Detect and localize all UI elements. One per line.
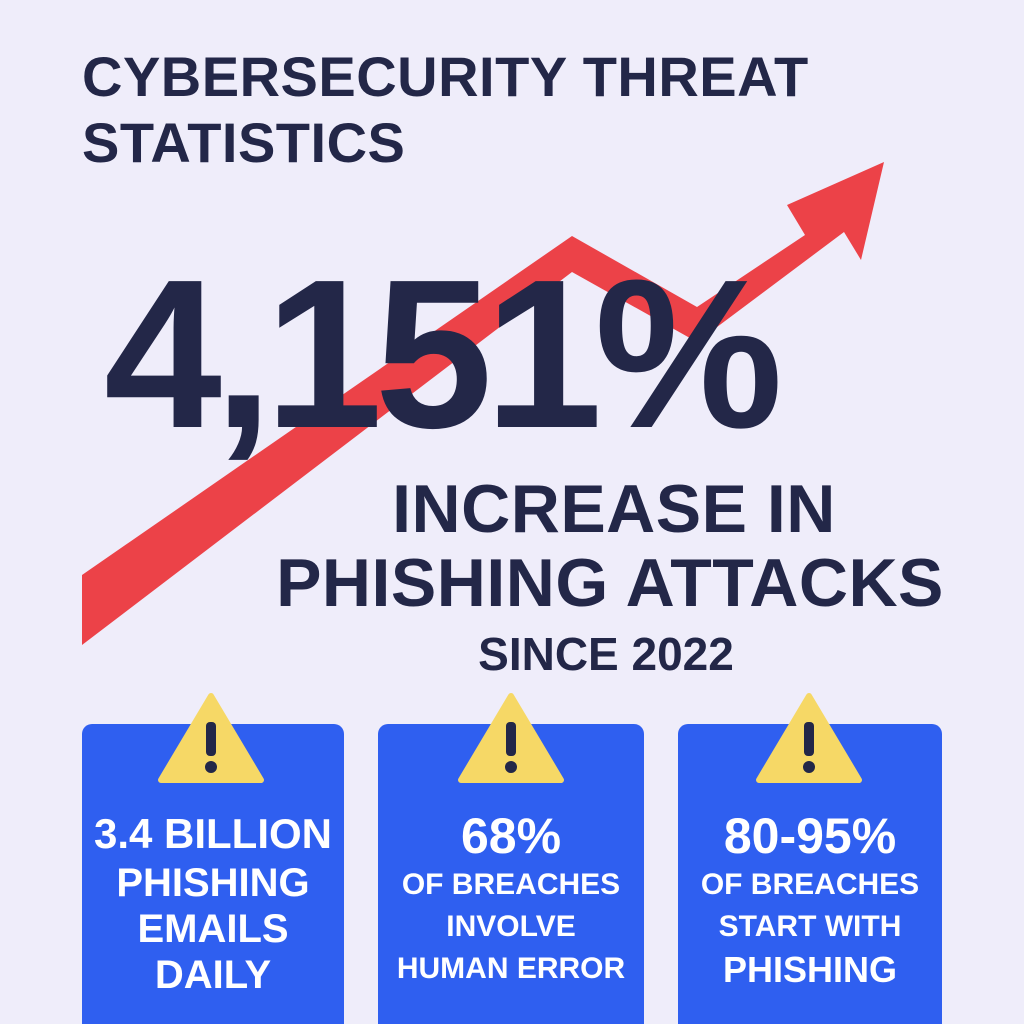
card-line-3: HUMAN ERROR xyxy=(396,952,626,985)
card-stat: 68% xyxy=(460,808,562,864)
title-line-1: CYBERSECURITY THREAT xyxy=(82,45,809,108)
headline-line-1: INCREASE IN xyxy=(392,471,836,547)
card-line-1: OF BREACHES xyxy=(700,868,920,901)
card-stat: 3.4 BILLION xyxy=(93,810,333,857)
card-line-2: EMAILS xyxy=(137,907,289,951)
card-stat: 80-95% xyxy=(723,808,897,864)
warning-icon xyxy=(756,693,862,783)
card-line-2: START WITH xyxy=(718,910,902,943)
headline-stat: 4,151% xyxy=(104,235,783,472)
card-line-3: DAILY xyxy=(154,953,272,997)
warning-icon xyxy=(458,693,564,783)
card-line-3: PHISHING xyxy=(722,949,898,990)
headline-line-3: SINCE 2022 xyxy=(478,628,734,680)
card-line-1: OF BREACHES xyxy=(401,868,621,901)
stat-card-human-error: 68% OF BREACHES INVOLVE HUMAN ERROR xyxy=(378,724,644,1024)
card-line-2: INVOLVE xyxy=(446,910,576,943)
stat-card-breach-start: 80-95% OF BREACHES START WITH PHISHING xyxy=(678,724,942,1024)
stat-card-phishing-emails: 3.4 BILLION PHISHING EMAILS DAILY xyxy=(82,724,344,1024)
headline-description: INCREASE IN PHISHING ATTACKS SINCE 2022 xyxy=(230,472,990,684)
card-content: 3.4 BILLION PHISHING EMAILS DAILY xyxy=(82,808,344,998)
page-title: CYBERSECURITY THREAT STATISTICS xyxy=(82,44,962,176)
card-content: 80-95% OF BREACHES START WITH PHISHING xyxy=(678,808,942,992)
headline-line-2: PHISHING ATTACKS xyxy=(276,545,944,621)
warning-icon xyxy=(158,693,264,783)
card-content: 68% OF BREACHES INVOLVE HUMAN ERROR xyxy=(378,808,644,990)
trend-arrow-shape xyxy=(82,162,884,645)
title-line-2: STATISTICS xyxy=(82,111,406,174)
card-line-1: PHISHING xyxy=(116,861,310,905)
